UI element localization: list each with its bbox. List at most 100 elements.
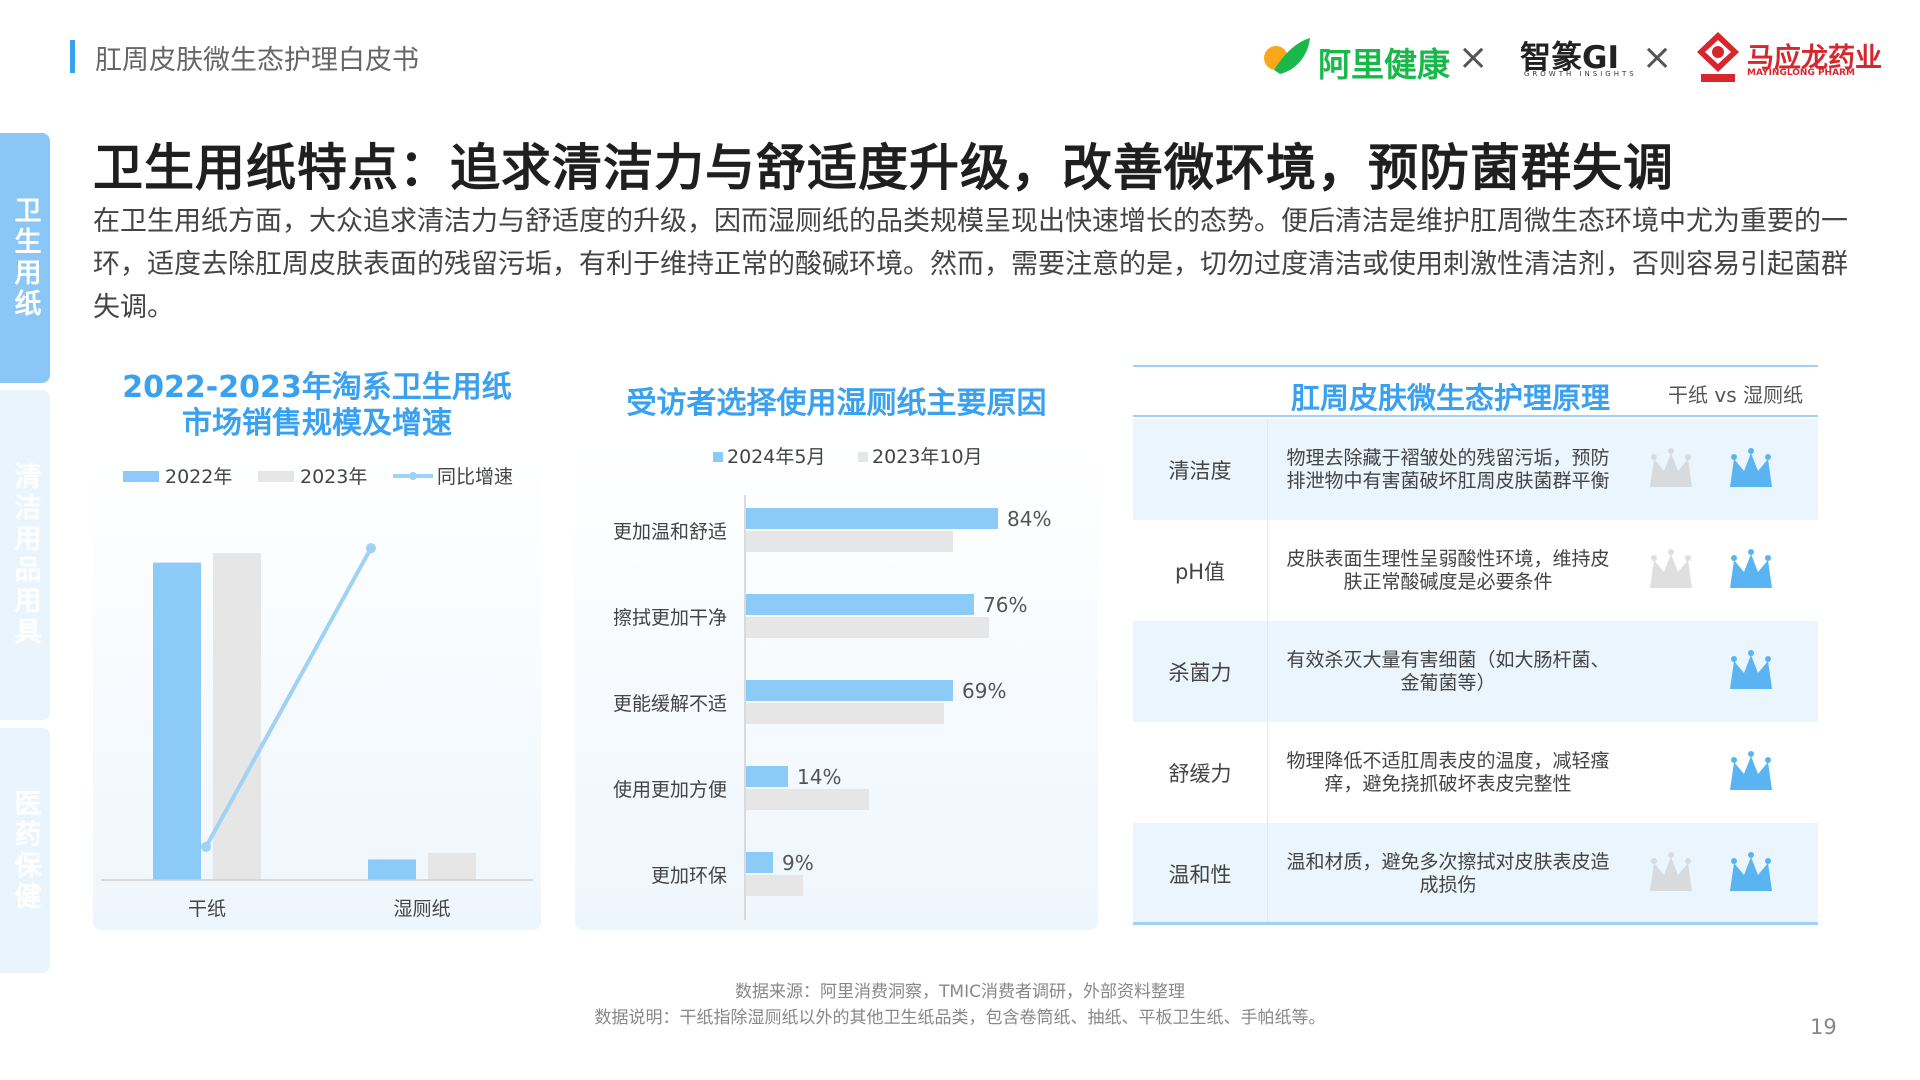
table-bottom-rule <box>1133 922 1818 925</box>
bar-2024-05 <box>746 852 773 873</box>
crown-blue-icon <box>1726 750 1776 794</box>
crown-gray-icon <box>1646 548 1696 592</box>
legend-dot <box>409 472 417 480</box>
data-label: 76% <box>983 593 1027 617</box>
zhizhuan-logo-subtext: GROWTH INSIGHTS <box>1524 70 1637 78</box>
chart2-title: 受访者选择使用湿厕纸主要原因 <box>626 386 1047 421</box>
header-accent-bar <box>70 40 75 73</box>
legend-swatch <box>123 471 159 482</box>
data-label: 14% <box>797 765 841 789</box>
legend-swatch <box>858 452 868 462</box>
page-number: 19 <box>1810 1015 1837 1039</box>
mayinglong-logo-text: 马应龙药业 <box>1747 43 1882 74</box>
legend-label: 2023年 <box>300 466 367 488</box>
table-row: 温和性 温和材质，避免多次擦拭对皮肤表皮造成损伤 <box>1133 823 1818 924</box>
category-label: 更能缓解不适 <box>613 693 727 715</box>
mayinglong-emblem-icon <box>1697 32 1739 82</box>
zhizhuan-logo-text: 智篆GI <box>1520 40 1619 76</box>
chart1-title-line: 2022-2023年淘系卫生用纸 <box>122 370 512 405</box>
legend-label: 2023年10月 <box>872 446 983 468</box>
bar-2024-05 <box>746 594 974 615</box>
table-row: pH值 皮肤表面生理性呈弱酸性环境，维持皮肤正常酸碱度是必要条件 <box>1133 520 1818 621</box>
legend-swatch <box>258 471 294 482</box>
category-label: 使用更加方便 <box>613 779 727 801</box>
bar-2023-10 <box>746 531 953 552</box>
alihealth-leaf-icon <box>1264 38 1310 74</box>
bar-2022 <box>368 859 416 880</box>
bar-2024-05 <box>746 508 998 529</box>
chart1-legend: 2022年 2023年 同比增速 <box>123 466 513 488</box>
growth-line <box>204 547 373 848</box>
bar-2024-05 <box>746 766 788 787</box>
crown-blue-icon <box>1726 649 1776 693</box>
row-description: 物理降低不适肛周表皮的温度，减轻瘙痒，避免挠抓破坏表皮完整性 <box>1286 749 1610 795</box>
zhizhuan-logo: 智篆GI GROWTH INSIGHTS <box>1520 30 1634 86</box>
mayinglong-logo: 马应龙药业 MAYINGLONG PHARM <box>1695 30 1882 90</box>
crown-gray-icon <box>1646 447 1696 491</box>
alihealth-logo: 阿里健康 <box>1260 34 1450 84</box>
row-description: 有效杀灭大量有害细菌（如大肠杆菌、金葡菌等） <box>1286 648 1610 694</box>
crown-gray-icon <box>1646 851 1696 895</box>
table-compare-label: 干纸 vs 湿厕纸 <box>1668 383 1803 407</box>
table-row: 舒缓力 物理降低不适肛周表皮的温度，减轻瘙痒，避免挠抓破坏表皮完整性 <box>1133 722 1818 823</box>
row-attribute: 舒缓力 <box>1133 722 1268 823</box>
chart2-legend: 2024年5月 2023年10月 <box>713 446 983 468</box>
data-label: 9% <box>782 851 814 875</box>
category-label: 更加温和舒适 <box>613 521 727 543</box>
data-label: 84% <box>1007 507 1051 531</box>
side-tab-toilet-paper[interactable]: 卫生用纸 <box>0 133 50 383</box>
logo-separator: × <box>1642 37 1673 78</box>
bar-2023-10 <box>746 703 944 724</box>
report-title: 肛周皮肤微生态护理白皮书 <box>95 45 419 76</box>
side-tab-label: 医药保健 <box>9 788 41 913</box>
bar-2023-10 <box>746 789 869 810</box>
alihealth-logo-text: 阿里健康 <box>1318 45 1450 84</box>
data-source: 数据来源：阿里消费洞察，TMIC消费者调研，外部资料整理 <box>735 982 1185 1002</box>
crown-blue-icon <box>1726 548 1776 592</box>
bar-2023 <box>428 853 476 880</box>
row-attribute: pH值 <box>1133 520 1268 621</box>
growth-point <box>201 841 211 852</box>
bar-2022 <box>153 562 201 880</box>
table-title: 肛周皮肤微生态护理原理 <box>1290 381 1610 415</box>
chart1-panel: 2022年 2023年 同比增速干纸 湿厕纸 <box>93 455 541 930</box>
bar-2024-05 <box>746 680 953 701</box>
growth-point <box>366 543 376 554</box>
page-title: 卫生用纸特点：追求清洁力与舒适度升级，改善微环境，预防菌群失调 <box>93 139 1674 197</box>
bar-2023-10 <box>746 617 989 638</box>
reasons-chart: 2024年5月 2023年10月 84% 更加温和舒适 76% 擦拭更加干净 69% 更能缓解… <box>613 446 1051 920</box>
row-description: 物理去除藏于褶皱处的残留污垢，预防排泄物中有害菌破坏肛周皮肤菌群平衡 <box>1286 446 1610 492</box>
row-attribute: 温和性 <box>1133 823 1268 924</box>
side-tab-label: 清洁用品用具 <box>9 462 41 648</box>
category-label: 擦拭更加干净 <box>613 607 727 629</box>
logo-separator: × <box>1458 37 1489 78</box>
side-tab-medicine[interactable]: 医药保健 <box>0 728 50 973</box>
x-tick-label: 湿厕纸 <box>393 898 450 920</box>
crown-blue-icon <box>1726 851 1776 895</box>
bar-2023 <box>213 553 261 880</box>
row-description: 皮肤表面生理性呈弱酸性环境，维持皮肤正常酸碱度是必要条件 <box>1286 547 1610 593</box>
x-tick-label: 干纸 <box>188 898 226 920</box>
row-description: 温和材质，避免多次擦拭对皮肤表皮造成损伤 <box>1286 850 1610 896</box>
mayinglong-logo-subtext: MAYINGLONG PHARM <box>1747 68 1855 78</box>
row-attribute: 杀菌力 <box>1133 621 1268 722</box>
legend-swatch <box>713 452 723 462</box>
data-note: 数据说明：干纸指除湿厕纸以外的其他卫生纸品类，包含卷筒纸、抽纸、平板卫生纸、手帕… <box>594 1008 1326 1028</box>
legend-label: 2024年5月 <box>727 446 825 468</box>
legend-label: 2022年 <box>165 466 232 488</box>
category-label: 更加环保 <box>651 865 727 887</box>
table-header: 肛周皮肤微生态护理原理 干纸 vs 湿厕纸 <box>1133 365 1818 417</box>
chart1-title: 2022-2023年淘系卫生用纸 市场销售规模及增速 <box>93 370 541 442</box>
chart1-title-line: 市场销售规模及增速 <box>182 406 452 441</box>
side-tab-label: 卫生用纸 <box>9 196 41 320</box>
data-label: 69% <box>962 679 1006 703</box>
partner-logos: 阿里健康 × 智篆GI GROWTH INSIGHTS × 马应龙药业 MAYI… <box>1260 30 1882 90</box>
legend-label: 同比增速 <box>437 466 513 488</box>
row-attribute: 清洁度 <box>1133 419 1268 520</box>
table-row: 清洁度 物理去除藏于褶皱处的残留污垢，预防排泄物中有害菌破坏肛周皮肤菌群平衡 <box>1133 419 1818 520</box>
table-row: 杀菌力 有效杀灭大量有害细菌（如大肠杆菌、金葡菌等） <box>1133 621 1818 722</box>
side-tab-cleaning[interactable]: 清洁用品用具 <box>0 390 50 720</box>
principle-table: 肛周皮肤微生态护理原理 干纸 vs 湿厕纸 清洁度 物理去除藏于褶皱处的残留污垢，… <box>1133 365 1818 925</box>
chart2-panel: 2024年5月 2023年10月 84% 更加温和舒适 76% 擦拭更加干净 69% 更能缓解… <box>575 440 1098 930</box>
